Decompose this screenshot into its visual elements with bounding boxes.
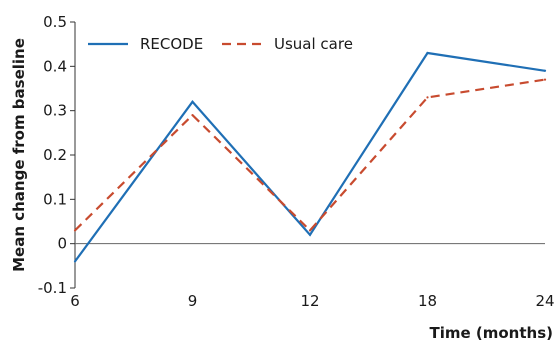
x-tick-label: 6 xyxy=(70,292,80,310)
x-tick-label: 24 xyxy=(535,292,554,310)
legend: RECODE Usual care xyxy=(88,35,353,53)
x-axis-title: Time (months) xyxy=(429,324,553,342)
y-tick-label: 0.2 xyxy=(43,146,67,164)
data-point xyxy=(426,51,429,55)
data-point xyxy=(308,233,312,236)
data-point xyxy=(73,229,77,232)
y-tick-label: 0.1 xyxy=(43,190,67,208)
y-axis-ticks: -0.1 0 0.1 0.2 0.3 0.4 0.5 xyxy=(38,13,75,297)
series-line-usual-care xyxy=(74,78,546,232)
series-layer xyxy=(73,51,547,263)
data-point xyxy=(543,69,547,72)
x-tick-label: 9 xyxy=(188,292,198,310)
legend-label: RECODE xyxy=(140,35,203,53)
data-point xyxy=(426,96,429,99)
y-tick-label: -0.1 xyxy=(38,279,67,297)
x-axis-ticks: 6 9 12 18 24 xyxy=(70,292,554,310)
y-axis-title: Mean change from baseline xyxy=(10,38,28,272)
x-tick-label: 12 xyxy=(300,292,319,310)
y-tick-label: 0 xyxy=(57,235,67,253)
y-tick-label: 0.4 xyxy=(43,57,67,75)
data-point xyxy=(73,260,77,263)
legend-label: Usual care xyxy=(274,35,353,53)
data-point xyxy=(191,100,194,103)
data-point xyxy=(543,78,547,81)
y-tick-label: 0.5 xyxy=(43,13,67,31)
x-tick-label: 18 xyxy=(418,292,437,310)
data-point xyxy=(308,229,312,232)
plot-frame xyxy=(74,22,545,288)
data-point xyxy=(191,114,194,117)
y-tick-label: 0.3 xyxy=(43,102,67,120)
